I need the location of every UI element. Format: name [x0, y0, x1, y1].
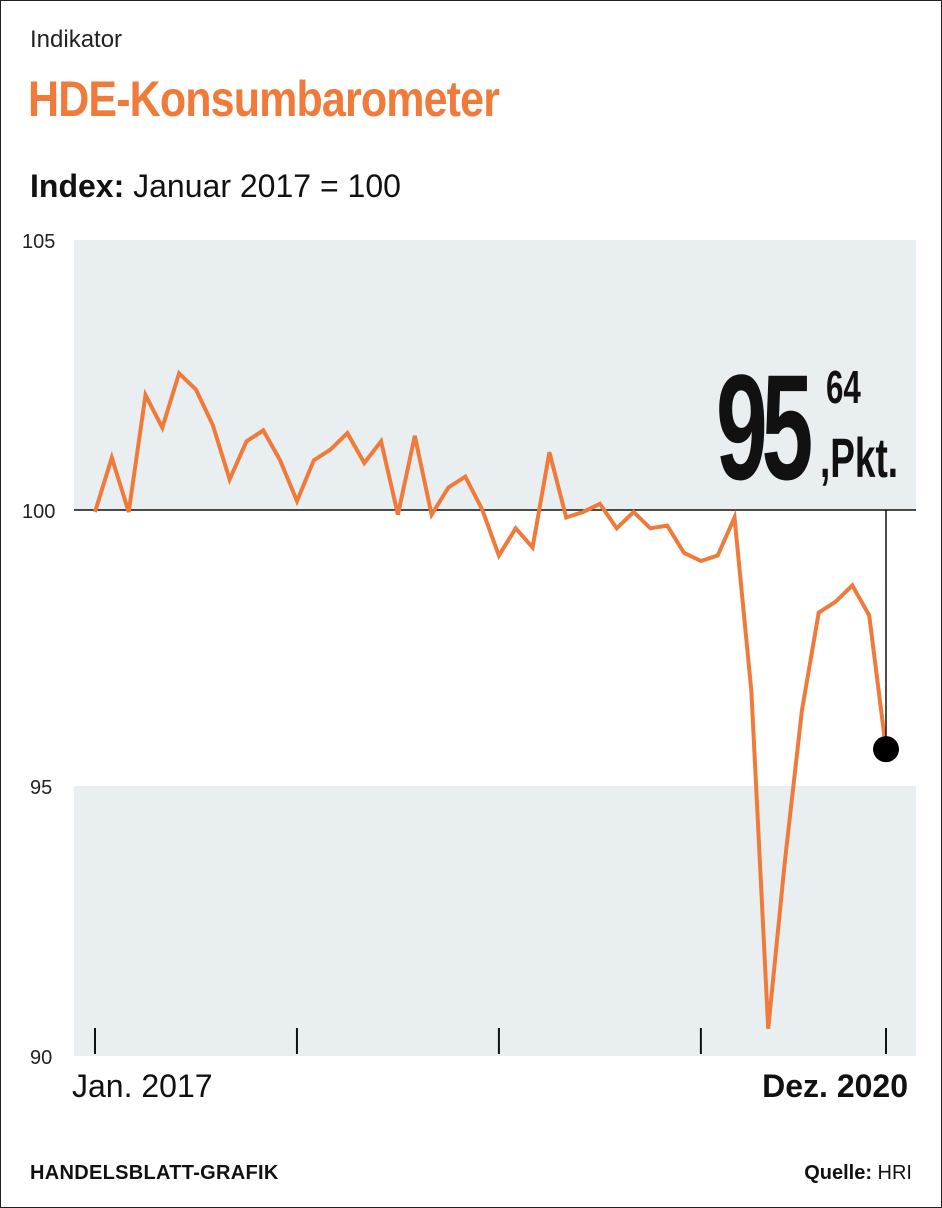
y-tick-label: 90 [30, 1047, 52, 1069]
kicker: Indikator [30, 26, 123, 53]
x-label-end: Dez. 2020 [762, 1068, 908, 1104]
source-credit: Quelle: HRI [804, 1162, 912, 1185]
x-axis-ticks [94, 1028, 887, 1054]
callout-integer: 95 [716, 343, 813, 511]
y-tick-label: 105 [22, 231, 55, 253]
y-tick-label: 100 [22, 501, 55, 523]
last-value-marker [873, 736, 899, 763]
chart-title: HDE-Konsumbarometer [28, 71, 500, 127]
callout-unit: ,Pkt. [820, 426, 899, 489]
callout-decimal: 64 [826, 361, 861, 413]
subtitle-rest: Januar 2017 = 100 [133, 168, 401, 204]
y-tick-label: 95 [30, 777, 52, 799]
publisher-credit: HANDELSBLATT-GRAFIK [30, 1162, 279, 1184]
source-value: HRI [877, 1162, 912, 1184]
source-label: Quelle: [804, 1162, 872, 1184]
band-upper [74, 240, 916, 510]
x-label-start: Jan. 2017 [72, 1068, 213, 1104]
subtitle-bold: Index: [30, 168, 125, 204]
series-line [93, 369, 888, 1029]
band-lower [74, 786, 916, 1056]
chart-subtitle: Index: Januar 2017 = 100 [30, 168, 401, 205]
